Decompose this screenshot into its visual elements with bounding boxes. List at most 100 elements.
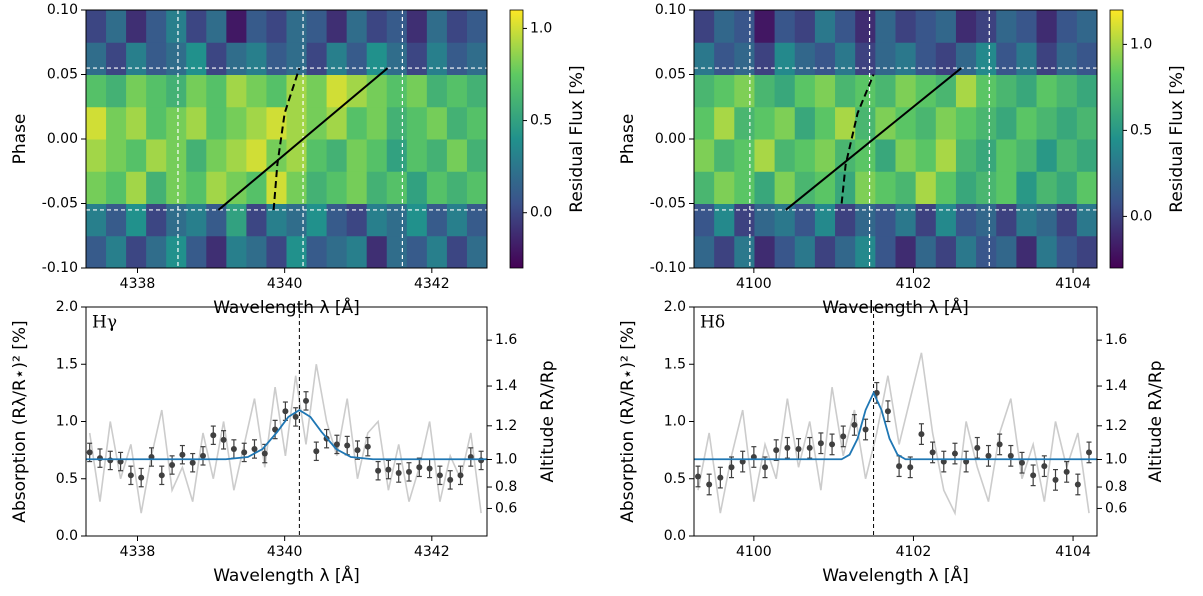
x-tick-label: 4104 (1055, 544, 1091, 560)
data-point (1018, 459, 1025, 466)
heat-cell (306, 235, 328, 268)
heat-cell (266, 10, 287, 43)
heat-cell (206, 139, 227, 172)
data-point (829, 441, 836, 448)
data-point (951, 450, 958, 457)
y2-tick-label: 1.0 (1105, 451, 1127, 467)
heat-cell (166, 203, 187, 237)
heat-cell (875, 74, 896, 108)
heat-cell (895, 10, 917, 43)
heat-cell (346, 171, 368, 204)
heat-cell (1056, 42, 1078, 75)
heat-cell (1036, 203, 1058, 237)
trail-line (217, 67, 389, 211)
heat-cell (466, 42, 487, 75)
data-point (884, 408, 891, 415)
heat-cell (895, 74, 917, 108)
y-axis-label: Phase (10, 114, 30, 165)
heat-cell (326, 171, 348, 204)
data-point (1030, 472, 1037, 479)
heat-cell (794, 106, 816, 140)
heat-cell (126, 203, 147, 237)
heat-cell (714, 106, 735, 140)
heat-cell (996, 171, 1017, 204)
data-point (1041, 463, 1048, 470)
y-tick-label: 0.05 (655, 67, 686, 83)
heat-cell (386, 106, 408, 140)
heat-cell (326, 235, 348, 268)
heat-cell (426, 203, 448, 237)
heat-cell (186, 10, 207, 43)
heat-cell (754, 235, 776, 268)
heat-cell (996, 10, 1017, 43)
heat-cell (246, 139, 267, 172)
heat-cell (146, 74, 167, 108)
heat-cell (714, 10, 735, 43)
heat-cell (734, 106, 755, 140)
heat-cell (714, 203, 735, 237)
heat-cell (814, 10, 836, 43)
heat-cell (976, 10, 997, 43)
heat-cell (286, 10, 308, 43)
heat-cell (714, 42, 735, 75)
trail-line (785, 67, 962, 211)
data-point (189, 459, 196, 466)
heat-cell (286, 235, 308, 268)
y-tick-label: 1.0 (664, 414, 686, 430)
heat-cell (976, 42, 997, 75)
x-axis-label: Wavelength λ [Å] (213, 564, 360, 586)
heat-cell (1056, 203, 1078, 237)
heat-cell (754, 106, 776, 140)
heat-cell (166, 10, 187, 43)
heat-cell (955, 10, 977, 43)
heat-cell (286, 106, 308, 140)
heat-cell (714, 74, 735, 108)
heat-cell (955, 139, 977, 172)
data-point (1086, 449, 1093, 456)
data-point (851, 421, 858, 428)
heat-cell (126, 74, 147, 108)
data-point (344, 442, 351, 449)
x-tick-label: 4102 (896, 544, 932, 560)
heat-cell (246, 106, 267, 140)
y2-tick-label: 0.6 (495, 500, 517, 516)
heat-cell (446, 42, 468, 75)
heat-cell (166, 139, 187, 172)
x-tick-label: 4100 (736, 276, 772, 292)
y-tick-label: 0.10 (47, 2, 78, 18)
y-tick-label: 1.0 (56, 414, 78, 430)
data-point (199, 452, 206, 459)
heat-cell (166, 106, 187, 140)
heat-cell (734, 203, 755, 237)
heat-cell (286, 42, 308, 75)
heat-cell (346, 139, 368, 172)
data-point (762, 464, 769, 471)
heat-cell (466, 139, 487, 172)
x-tick-label: 4342 (414, 544, 450, 560)
heat-cell (406, 203, 428, 237)
heat-cell (794, 171, 816, 204)
heat-cell (694, 235, 715, 268)
heat-cell (406, 42, 428, 75)
data-point (107, 457, 114, 464)
heat-cell (406, 235, 428, 268)
heat-cell (186, 203, 207, 237)
y-tick-label: 2.0 (56, 299, 78, 315)
y-tick-label: 0.5 (56, 471, 78, 487)
model-line (694, 390, 1097, 461)
y2-tick-label: 0.8 (1105, 479, 1127, 495)
heat-cell (1056, 74, 1078, 108)
heat-cell (366, 42, 388, 75)
heat-cell (1016, 74, 1038, 108)
heat-cell (126, 235, 147, 268)
heat-cell (126, 10, 147, 43)
colorbar (509, 9, 524, 269)
data-point (385, 466, 392, 473)
heat-cell (466, 106, 487, 140)
heat-cell (1016, 203, 1038, 237)
data-point (158, 472, 165, 479)
heat-cell (855, 171, 876, 204)
heat-cell (814, 106, 836, 140)
heat-cell (406, 10, 428, 43)
heat-cell (206, 74, 227, 108)
